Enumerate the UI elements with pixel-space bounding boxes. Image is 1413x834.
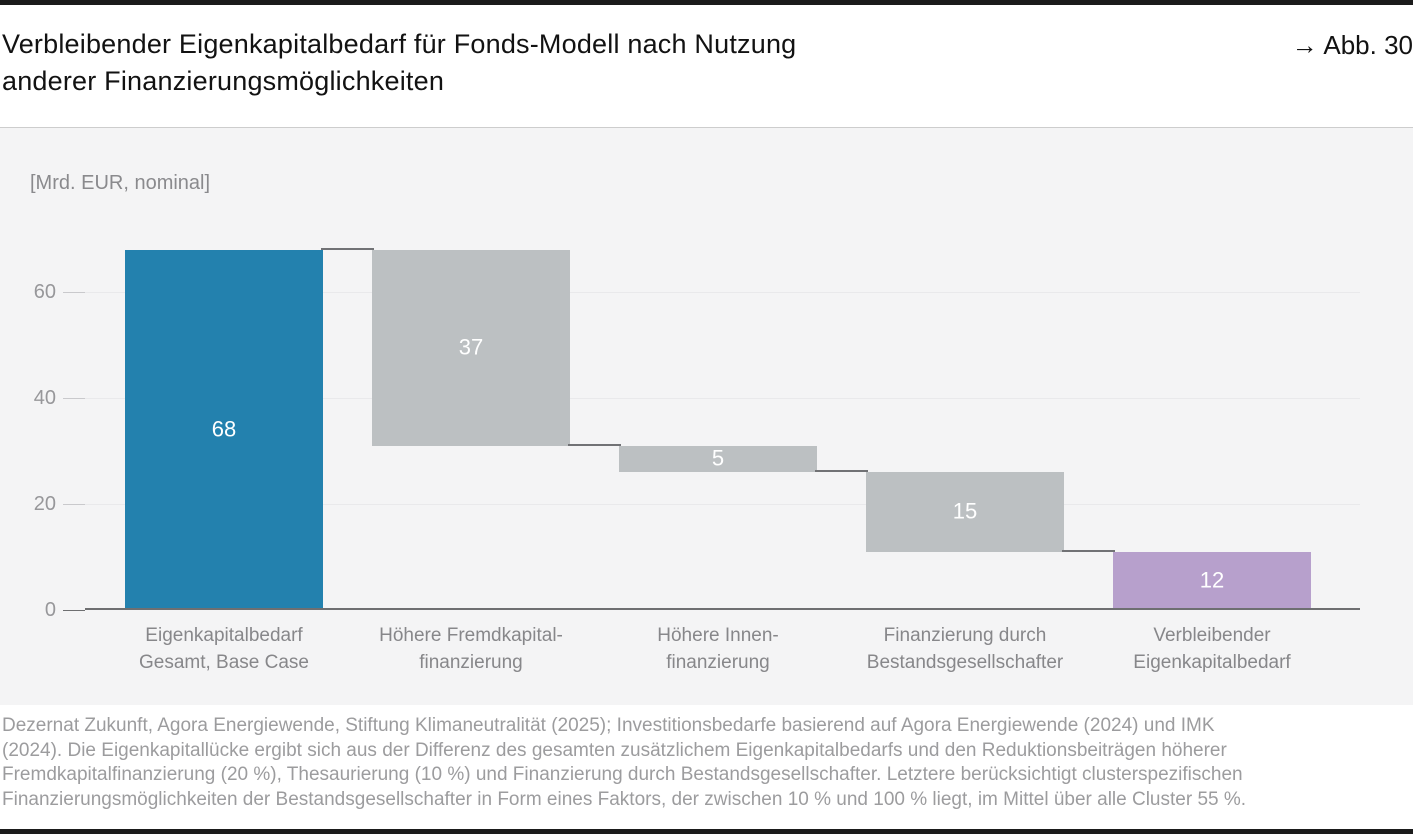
source-note-line: Finanzierungsmöglichkeiten der Bestandsg… [2,788,1247,810]
bar-4: 12 [1113,551,1311,610]
axis-unit-label: [Mrd. EUR, nominal] [30,172,211,194]
page-title-line2: anderer Finanzierungsmöglichkeiten [2,66,445,96]
x-category-label-line: Finanzierung durch [883,625,1047,646]
y-tick-label-20: 20 [33,493,56,515]
x-axis-line [85,608,1360,610]
bar-value-label: 15 [952,498,978,524]
waterfall-connector-2 [815,470,868,473]
bar-3: 15 [866,472,1064,552]
gridline-20 [85,503,1360,505]
x-category-label-line: Gesamt, Base Case [138,652,310,673]
y-tick-label-0: 0 [44,599,56,621]
x-category-label-line: Eigenkapitalbedarf [145,625,303,646]
x-category-label: Eigenkapitalbedarf Gesamt, Base Case [94,622,354,676]
x-category-label-line: Bestandsgesellschafter [866,652,1064,673]
top-rule [0,0,1413,5]
gridline-40 [85,397,1360,399]
gridline-60 [85,291,1360,293]
bar-0: 68 [125,249,323,610]
bar-2: 5 [619,445,817,473]
y-tick-60 [63,291,85,293]
y-tick-20 [63,503,85,505]
header-divider [0,127,1413,128]
waterfall-chart: [Mrd. EUR, nominal] 0 20 40 60 68 Eigenkapita… [0,128,1413,705]
page-title: Verbleibender Eigenkapitalbedarf für Fon… [2,26,1152,100]
source-note-line: Fremdkapitalfinanzierung (20 %), Thesaur… [2,764,1243,785]
source-note-line: (2024). Die Eigenkapitallücke ergibt sic… [2,739,1227,761]
bottom-rule [0,829,1413,834]
x-category-label: Finanzierung durch Bestandsgesellschafter [835,622,1095,676]
x-category-label-line: Höhere Innen- [657,625,779,646]
y-tick-label-40: 40 [33,387,56,409]
x-category-label: Höhere Fremdkapital-finanzierung [341,622,601,676]
y-tick-40 [63,397,85,399]
page-title-line1: Verbleibender Eigenkapitalbedarf für Fon… [2,29,797,59]
waterfall-connector-1 [568,443,621,446]
waterfall-connector-0 [321,247,374,250]
bar-value-label: 68 [211,416,237,442]
y-tick-0 [63,609,85,611]
x-category-label: Höhere Innen-finanzierung [588,622,848,676]
bar-value-label: 12 [1199,567,1225,593]
bar-1: 37 [372,249,570,446]
x-category-label-line: finanzierung [419,652,523,673]
source-note: Dezernat Zukunft, Agora Energiewende, St… [2,714,1412,812]
bar-value-label: 37 [458,334,484,360]
x-category-label: Verbleibender Eigenkapitalbedarf [1082,622,1342,676]
x-category-label-line: Eigenkapitalbedarf [1133,652,1291,673]
source-note-line: Dezernat Zukunft, Agora Energiewende, St… [2,715,1215,736]
x-category-label-line: Verbleibender [1153,625,1271,646]
x-category-label-line: finanzierung [666,652,770,673]
bar-value-label: 5 [711,445,725,471]
figure-reference: → Abb. 30 [1291,30,1413,60]
x-category-label-line: Höhere Fremdkapital- [379,625,563,646]
y-tick-label-60: 60 [33,281,56,303]
waterfall-connector-3 [1062,549,1115,552]
